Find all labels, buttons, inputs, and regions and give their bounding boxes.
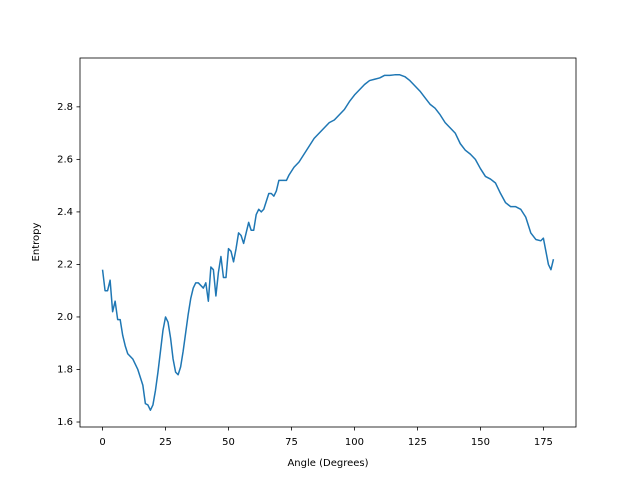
x-tick-label: 175 — [534, 437, 553, 448]
y-tick-label: 2.4 — [57, 207, 73, 218]
x-tick-label: 150 — [471, 437, 490, 448]
x-tick-label: 125 — [408, 437, 427, 448]
y-tick-label: 1.8 — [57, 364, 73, 375]
y-tick-label: 1.6 — [57, 417, 73, 428]
x-tick-label: 25 — [159, 437, 172, 448]
y-tick-label: 2.0 — [57, 312, 73, 323]
x-tick-label: 0 — [99, 437, 105, 448]
x-tick-label: 100 — [345, 437, 364, 448]
x-tick-label: 75 — [285, 437, 298, 448]
x-tick-label: 50 — [222, 437, 235, 448]
y-axis-label: Entropy — [31, 222, 42, 261]
plot-frame — [79, 57, 577, 428]
x-axis-label: Angle (Degrees) — [287, 458, 368, 469]
y-tick-label: 2.8 — [57, 102, 73, 113]
y-tick-label: 2.2 — [57, 259, 73, 270]
y-tick-label: 2.6 — [57, 154, 73, 165]
data-line — [101, 74, 555, 411]
